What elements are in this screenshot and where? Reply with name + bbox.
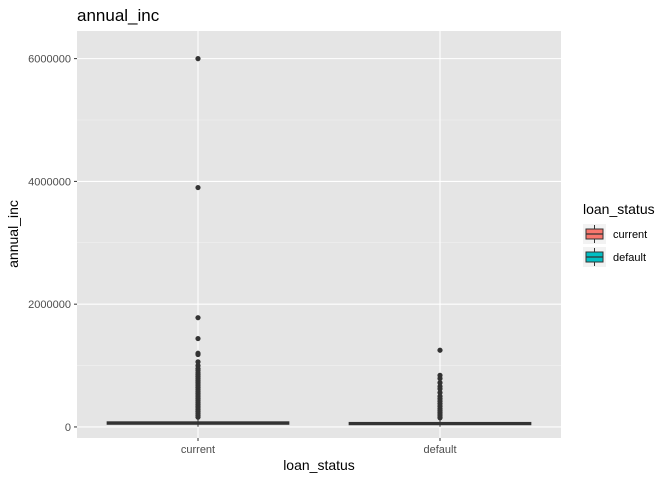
outlier-point xyxy=(195,414,201,420)
y-axis-title: annual_inc xyxy=(5,200,21,268)
outlier-point xyxy=(437,375,443,382)
plot-panel xyxy=(77,31,561,438)
y-axis-ticks: 0 2000000 4000000 6000000 xyxy=(28,54,77,434)
outlier-point xyxy=(195,351,201,358)
legend: current default xyxy=(583,224,647,267)
legend-title: loan_status xyxy=(583,201,655,217)
outlier-point xyxy=(437,415,443,421)
y-tick-label: 4000000 xyxy=(28,176,71,188)
outlier-points xyxy=(195,56,443,421)
chart-title: annual_inc xyxy=(77,6,160,25)
outlier-point xyxy=(437,386,443,392)
legend-label-default: default xyxy=(613,252,646,264)
y-tick-label: 2000000 xyxy=(28,299,71,311)
y-tick-label: 6000000 xyxy=(28,54,71,66)
grid-lines xyxy=(77,31,561,438)
x-axis-ticks: current default xyxy=(181,438,457,456)
outlier-point xyxy=(195,184,201,191)
outlier-point xyxy=(437,380,443,386)
outlier-point xyxy=(195,335,201,342)
outlier-point xyxy=(195,56,201,62)
y-tick-label: 0 xyxy=(65,422,71,434)
outlier-point xyxy=(195,315,201,321)
x-axis-title: loan_status xyxy=(283,457,355,473)
box-series xyxy=(106,418,532,427)
x-tick-label: current xyxy=(181,444,215,456)
outlier-point xyxy=(195,359,201,365)
outlier-point xyxy=(437,389,443,396)
legend-label-current: current xyxy=(613,229,647,241)
x-tick-label: default xyxy=(423,444,456,456)
outlier-point xyxy=(437,347,443,353)
